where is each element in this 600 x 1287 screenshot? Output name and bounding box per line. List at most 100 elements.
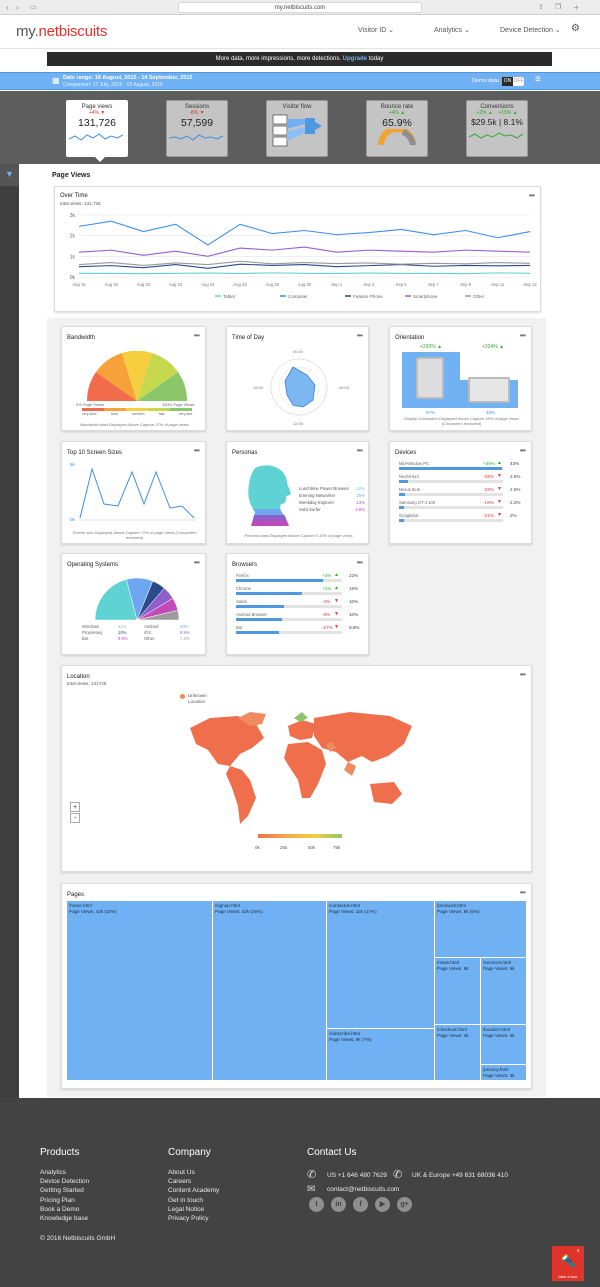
more-options-icon[interactable]: ••• (519, 670, 526, 679)
kpi-bounce-rate[interactable]: Bounce rate +4% ▲ 65.9% (366, 100, 428, 157)
device-row[interactable]: Mid-Window PC +39% ▲ 43% (397, 460, 527, 474)
personas-note: Persona data Displayed Above Capture 0.1… (244, 533, 353, 538)
tabs-icon[interactable]: ❐ (555, 4, 562, 11)
footer-link[interactable]: Legal Notice (168, 1205, 205, 1213)
close-icon[interactable]: x (577, 1248, 580, 1254)
legend-label[interactable]: Feature Phone (353, 294, 383, 299)
device-row[interactable]: Nexus 5Lte -23% ▼ 2.5% (397, 486, 527, 500)
google-plus-icon[interactable]: g+ (397, 1197, 412, 1212)
treemap-tile[interactable]: /privacy.html Page Views: 3k (481, 1065, 526, 1080)
footer-link[interactable]: Book a Demo (40, 1205, 80, 1213)
browser-row[interactable]: Bot -27% ▼ 9.8% (234, 624, 364, 638)
footer-link[interactable]: Careers (168, 1178, 192, 1186)
page-path: /subscribe.html (329, 1031, 360, 1036)
back-icon[interactable]: ‹ (6, 3, 9, 12)
card-title: Top 10 Screen Sizes (67, 450, 123, 456)
legend-label[interactable]: Tablet (223, 294, 236, 299)
footer-link[interactable]: Pricing Plan (40, 1196, 75, 1204)
legend-label[interactable]: Smartphone (413, 294, 438, 299)
browser-row[interactable]: Safari -4% ▼ 10% (234, 598, 364, 612)
treemap-tile[interactable]: /news.html Page Views: 5k (435, 958, 480, 1024)
footer-link[interactable]: About Us (168, 1169, 195, 1176)
treemap-tile[interactable]: /contactus.html Page Views: 22k (17%) (327, 901, 434, 1028)
kpi-conversions[interactable]: Conversions +2% ▲ +15% ▲ $29.5k | 8.1% (466, 100, 528, 157)
demo-toggle[interactable]: ON OFF (502, 77, 524, 86)
url-bar[interactable]: my.netbiscuits.com (178, 2, 422, 13)
youtube-icon[interactable]: ▶ (375, 1197, 390, 1212)
gear-icon[interactable]: ⚙ (571, 23, 580, 34)
analytics-menu[interactable]: Analytics ⌄ (434, 26, 470, 34)
more-options-icon[interactable]: ••• (356, 331, 363, 340)
os-slice[interactable] (94, 579, 138, 621)
footer-link[interactable]: Get in touch (168, 1196, 204, 1204)
zoom-out-button[interactable]: - (70, 813, 80, 823)
browser-bar-fill (236, 618, 282, 621)
menu-icon[interactable]: ≡ (535, 74, 541, 85)
more-options-icon[interactable]: ••• (193, 558, 200, 567)
treemap-tile[interactable]: /home.html Page Views: 42k (32%) (67, 901, 212, 1080)
browser-pct: 15% (349, 586, 359, 591)
treemap-tile[interactable]: /location.html Page Views: 5k (481, 1025, 526, 1064)
persona-row[interactable]: Lunchtime Power Browser 62% (299, 486, 365, 493)
treemap-tile[interactable]: /signup.html Page Views: 32k (25%) (213, 901, 326, 1080)
sidebar-icon[interactable]: ▭ (30, 4, 37, 11)
footer-link[interactable]: Content Academy (168, 1187, 220, 1195)
persona-row[interactable]: Sofa Surfer 3.8% (299, 507, 365, 514)
phone-icon: ✆ (307, 1169, 317, 1181)
banner-suffix: today (368, 56, 384, 62)
browser-row[interactable]: Chrome +1% ▲ 15% (234, 585, 364, 599)
footer-link[interactable]: Device Detection (40, 1178, 90, 1186)
forward-icon[interactable]: › (16, 3, 19, 12)
footer-link[interactable]: Analytics (40, 1169, 67, 1176)
new-tab-icon[interactable]: + (574, 3, 579, 12)
footer-link[interactable]: Knowledge base (40, 1215, 89, 1222)
more-options-icon[interactable]: ••• (193, 446, 200, 455)
legend-label[interactable]: Computer (288, 294, 308, 299)
more-options-icon[interactable]: ••• (356, 558, 363, 567)
browser-row[interactable]: Android Browser -9% ▼ 10% (234, 611, 364, 625)
linkedin-icon[interactable]: in (331, 1197, 346, 1212)
device-row[interactable]: Googlebot -21% ▼ 2% (397, 512, 527, 526)
phone-uk[interactable]: UK & Europe +49 631 68036 410 (412, 1172, 508, 1179)
device-row[interactable]: Nexbit 9x4 -34% ▼ 3.6% (397, 473, 527, 487)
card-title: Devices (395, 450, 417, 456)
calendar-icon[interactable]: ▦ (52, 76, 60, 85)
treemap-tile[interactable]: /subscribe.html Page Views: 9k (7%) (327, 1029, 434, 1080)
more-options-icon[interactable]: ••• (519, 888, 526, 897)
more-options-icon[interactable]: ••• (356, 446, 363, 455)
legend-label[interactable]: Other (473, 294, 485, 299)
device-detection-menu[interactable]: Device Detection ⌄ (500, 26, 561, 34)
kpi-visitor-flow[interactable]: Visitor flow (266, 100, 328, 157)
treemap-tile[interactable]: /products.html Page Views: 8k (6%) (435, 901, 526, 957)
zoom-in-button[interactable]: + (70, 802, 80, 812)
browser-row[interactable]: Firefox +3% ▲ 22% (234, 572, 364, 586)
persona-row[interactable]: Weekday Explorer 13% (299, 500, 365, 507)
phone-us[interactable]: US +1 646 480 7629 (327, 1172, 387, 1179)
persona-row[interactable]: Evening Networker 25% (299, 493, 365, 500)
more-options-icon[interactable]: ••• (193, 331, 200, 340)
facebook-icon[interactable]: f (353, 1197, 368, 1212)
treemap-tile[interactable]: /services.html Page Views: 5k (481, 958, 526, 1024)
browser-bar-fill (236, 579, 323, 582)
upgrade-link[interactable]: Upgrade (342, 56, 368, 62)
more-options-icon[interactable]: ••• (528, 191, 535, 200)
share-icon[interactable]: ⇪ (538, 4, 544, 11)
footer-link[interactable]: Privacy Policy (168, 1215, 209, 1222)
visitor-id-menu[interactable]: Visitor ID ⌄ (358, 26, 394, 34)
date-range[interactable]: Date range: 16 August, 2015 - 14 Septemb… (63, 75, 193, 81)
os-slice[interactable] (136, 610, 180, 621)
more-options-icon[interactable]: ••• (519, 331, 526, 340)
footer-link[interactable]: Getting Started (40, 1187, 84, 1195)
treemap-tile[interactable]: /checkout.html Page Views: 4k (435, 1025, 480, 1080)
logo[interactable]: my.netbiscuits (16, 23, 107, 40)
take-a-tour-button[interactable]: x 🔦 take a tour (552, 1246, 584, 1281)
device-bar-track (399, 506, 503, 509)
kpi-sessions[interactable]: Sessions -8% ▼ 57,599 (166, 100, 228, 157)
more-options-icon[interactable]: ••• (519, 446, 526, 455)
contact-email[interactable]: contact@netbiscuits.com (327, 1186, 400, 1193)
filter-button[interactable]: ▼ (0, 164, 19, 186)
twitter-icon[interactable]: t (309, 1197, 324, 1212)
device-row[interactable]: Samsung GT-J 100 -19% ▼ 2.2% (397, 499, 527, 513)
kpi-page-views[interactable]: Page views +4% ▼ 131,726 (66, 100, 128, 157)
bandwidth-gauge (86, 351, 188, 401)
